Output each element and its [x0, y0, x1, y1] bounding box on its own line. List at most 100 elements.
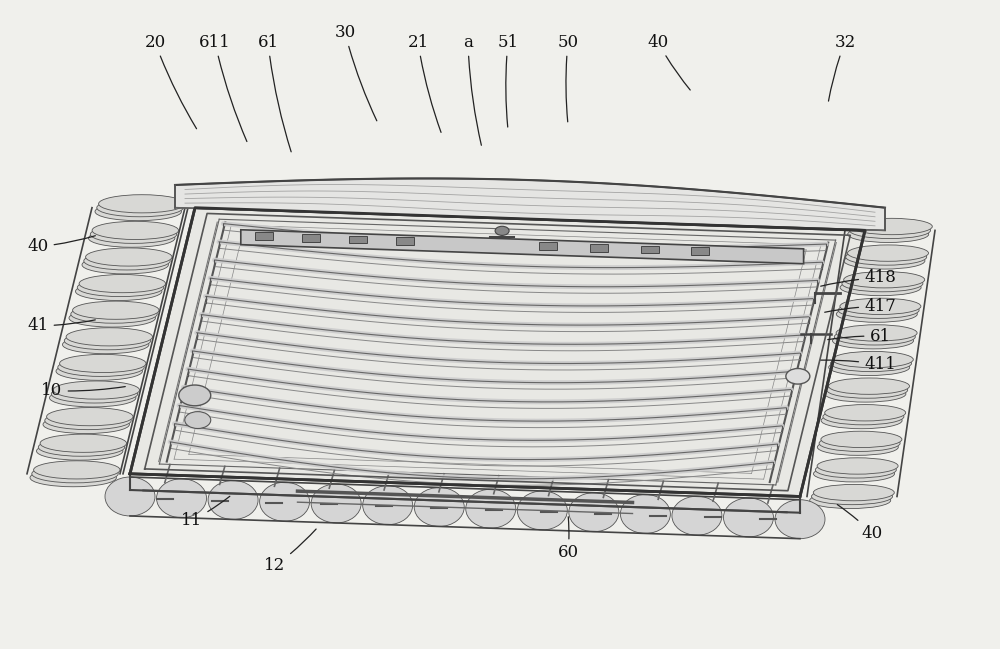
- Ellipse shape: [63, 336, 149, 354]
- Ellipse shape: [834, 328, 915, 345]
- Ellipse shape: [69, 309, 155, 327]
- Ellipse shape: [50, 389, 136, 407]
- Ellipse shape: [844, 252, 925, 269]
- Ellipse shape: [53, 381, 140, 399]
- Ellipse shape: [829, 359, 910, 376]
- Ellipse shape: [840, 279, 921, 296]
- Text: 61: 61: [828, 328, 891, 345]
- Ellipse shape: [92, 221, 178, 239]
- Ellipse shape: [37, 442, 123, 460]
- Bar: [691, 247, 709, 255]
- Ellipse shape: [838, 302, 919, 319]
- Text: 20: 20: [144, 34, 197, 129]
- Ellipse shape: [56, 362, 142, 380]
- Ellipse shape: [840, 298, 921, 315]
- Ellipse shape: [832, 351, 913, 368]
- Text: 417: 417: [825, 298, 896, 315]
- Ellipse shape: [836, 306, 917, 323]
- Ellipse shape: [414, 487, 464, 526]
- Ellipse shape: [830, 355, 912, 372]
- Ellipse shape: [43, 415, 129, 434]
- Bar: [396, 238, 414, 245]
- Ellipse shape: [815, 461, 896, 478]
- Ellipse shape: [723, 498, 773, 537]
- Ellipse shape: [832, 332, 914, 349]
- Text: 41: 41: [27, 317, 95, 334]
- Text: 10: 10: [41, 382, 125, 399]
- Ellipse shape: [66, 328, 152, 346]
- Text: 21: 21: [407, 34, 441, 132]
- Ellipse shape: [32, 465, 118, 483]
- Ellipse shape: [51, 385, 138, 403]
- Text: 30: 30: [334, 24, 377, 121]
- Text: 411: 411: [821, 356, 896, 373]
- Ellipse shape: [825, 404, 906, 421]
- Ellipse shape: [86, 248, 172, 266]
- Ellipse shape: [827, 382, 908, 398]
- Text: 61: 61: [257, 34, 291, 152]
- Ellipse shape: [814, 465, 895, 482]
- Ellipse shape: [851, 218, 932, 235]
- Ellipse shape: [90, 225, 177, 243]
- Ellipse shape: [77, 278, 164, 297]
- Ellipse shape: [311, 484, 361, 523]
- Polygon shape: [130, 208, 865, 496]
- Polygon shape: [241, 230, 804, 263]
- Ellipse shape: [836, 324, 917, 341]
- Ellipse shape: [45, 411, 131, 430]
- Ellipse shape: [819, 435, 900, 452]
- Ellipse shape: [844, 271, 925, 288]
- Ellipse shape: [829, 378, 910, 395]
- Ellipse shape: [105, 477, 155, 516]
- Ellipse shape: [363, 485, 413, 524]
- Ellipse shape: [813, 484, 894, 501]
- Ellipse shape: [775, 500, 825, 539]
- Ellipse shape: [58, 358, 144, 376]
- Ellipse shape: [30, 469, 116, 487]
- Ellipse shape: [260, 482, 310, 521]
- Ellipse shape: [97, 199, 183, 217]
- Ellipse shape: [620, 495, 670, 533]
- Circle shape: [179, 385, 211, 406]
- Ellipse shape: [95, 202, 181, 221]
- Circle shape: [185, 411, 211, 428]
- Text: 50: 50: [557, 34, 579, 122]
- Ellipse shape: [79, 275, 166, 293]
- Circle shape: [786, 369, 810, 384]
- Ellipse shape: [208, 480, 258, 519]
- Ellipse shape: [34, 461, 120, 479]
- Ellipse shape: [821, 412, 902, 429]
- Ellipse shape: [810, 492, 891, 509]
- Ellipse shape: [846, 249, 927, 265]
- Bar: [255, 232, 273, 240]
- Ellipse shape: [672, 496, 722, 535]
- Text: 40: 40: [27, 236, 95, 255]
- Ellipse shape: [517, 491, 567, 530]
- Ellipse shape: [76, 282, 162, 300]
- Polygon shape: [175, 178, 885, 230]
- Ellipse shape: [60, 354, 146, 373]
- Ellipse shape: [82, 256, 168, 274]
- Text: a: a: [463, 34, 481, 145]
- Ellipse shape: [817, 439, 898, 456]
- Ellipse shape: [157, 479, 207, 518]
- Ellipse shape: [848, 245, 928, 262]
- Ellipse shape: [850, 222, 930, 239]
- Text: 11: 11: [181, 496, 230, 529]
- Ellipse shape: [823, 408, 904, 425]
- Ellipse shape: [569, 493, 619, 532]
- Bar: [539, 242, 557, 250]
- Ellipse shape: [40, 434, 127, 452]
- Ellipse shape: [825, 386, 906, 402]
- Text: 60: 60: [557, 517, 579, 561]
- Text: 12: 12: [264, 529, 316, 574]
- Bar: [590, 244, 608, 252]
- Ellipse shape: [842, 275, 923, 292]
- Ellipse shape: [73, 301, 159, 319]
- Circle shape: [495, 227, 509, 236]
- Text: 418: 418: [821, 269, 896, 286]
- Text: 32: 32: [828, 34, 856, 101]
- Ellipse shape: [38, 438, 125, 456]
- Polygon shape: [195, 185, 865, 230]
- Ellipse shape: [47, 408, 133, 426]
